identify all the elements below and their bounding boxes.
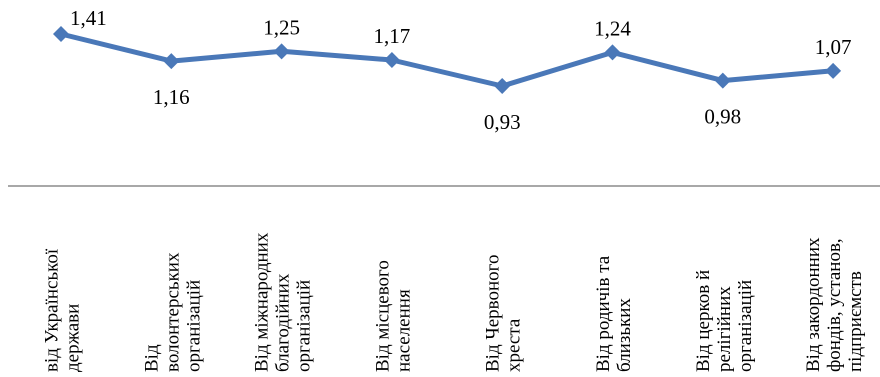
data-point-marker [825,62,842,79]
x-tick-label: хреста [504,318,525,372]
data-label: 0,93 [484,110,521,134]
x-tick-label: від Української [42,248,63,372]
x-tick-label: Від [141,344,162,372]
data-point-marker [53,26,69,42]
data-point-marker [494,77,511,94]
data-point-marker [163,53,180,70]
x-tick-label: організацій [294,280,315,372]
x-tick-label: організацій [183,280,204,372]
x-tick-label: Від місцевого [372,260,393,372]
x-tick-label: держави [63,304,84,372]
data-label: 1,07 [815,35,852,59]
x-tick-label: волонтерських [162,252,183,372]
x-tick-label: населення [393,289,414,372]
data-point-marker [604,44,621,61]
value-labels-group: 1,41 1,16 1,25 1,17 0,93 1,24 0,98 1,07 [70,6,851,134]
x-tick-label: Від церков й [693,270,714,372]
x-tick-label: Від Червоного [483,255,504,372]
data-point-marker [383,51,400,68]
x-tick-label: благодійних [273,273,294,372]
x-tick-label: підприємств [845,271,866,372]
x-tick-label: організацій [735,280,756,372]
x-tick-label: Від міжнародних [252,232,273,372]
data-label: 0,98 [704,105,741,129]
x-tick-label: Від родичів та [593,255,614,372]
data-label: 1,25 [263,15,300,39]
x-tick-label: релігійних [714,286,735,372]
series-line [58,31,836,89]
data-label: 1,24 [594,16,631,40]
data-label: 1,41 [70,6,107,30]
markers-group [53,26,842,94]
category-labels-group: від Української держави Від волонтерських ор… [42,232,867,372]
x-tick-label: Від закордонних [803,237,824,372]
data-label: 1,17 [374,24,411,48]
data-label: 1,16 [153,85,190,109]
data-point-marker [273,43,290,60]
data-point-marker [714,72,731,89]
x-tick-label: фондів, установ, [824,238,845,372]
x-tick-label: близьких [614,298,635,372]
